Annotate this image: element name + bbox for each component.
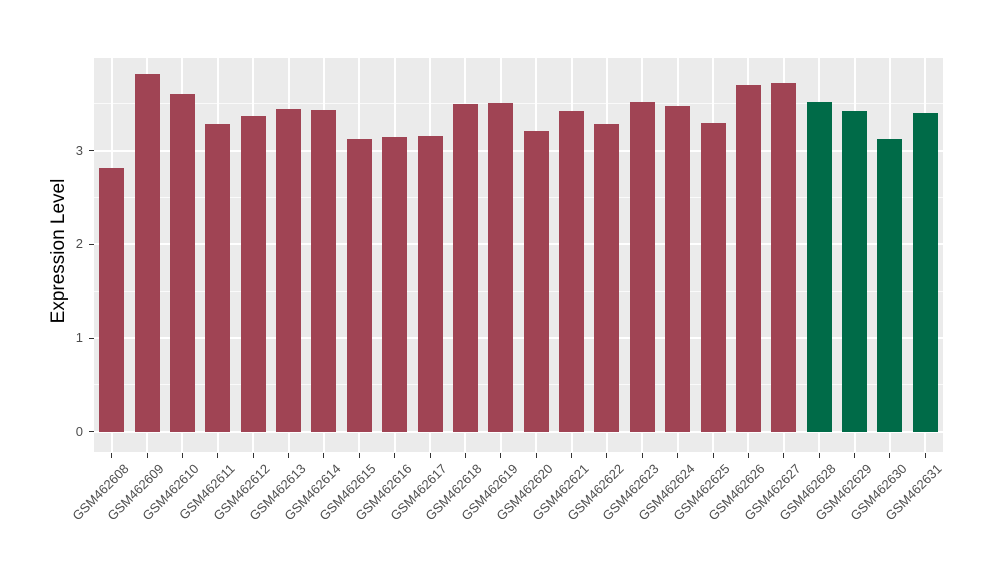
bar-GSM462626	[735, 85, 761, 432]
bar-GSM462629	[842, 111, 868, 432]
x-tick-mark	[111, 452, 113, 458]
x-tick-mark	[394, 452, 396, 458]
bar-GSM462611	[205, 123, 231, 432]
bar-GSM462624	[665, 105, 691, 432]
minor-gridline	[94, 290, 943, 292]
bar-GSM462625	[700, 122, 726, 432]
bar-GSM462617	[417, 135, 443, 432]
y-tick-label: 0	[75, 423, 83, 439]
x-tick-mark	[783, 452, 785, 458]
y-tick-mark	[89, 431, 94, 433]
bar-GSM462631	[912, 113, 938, 432]
x-tick-mark	[323, 452, 325, 458]
minor-gridline	[94, 197, 943, 199]
x-tick-mark	[535, 452, 537, 458]
x-tick-mark	[712, 452, 714, 458]
y-tick-mark	[89, 243, 94, 245]
y-tick-label: 1	[75, 330, 83, 346]
y-tick-mark	[89, 150, 94, 152]
bar-GSM462621	[559, 111, 585, 432]
major-gridline	[94, 337, 943, 340]
x-tick-mark	[924, 452, 926, 458]
x-tick-mark	[747, 452, 749, 458]
x-tick-mark	[464, 452, 466, 458]
bar-GSM462618	[452, 103, 478, 432]
y-tick-mark	[89, 337, 94, 339]
x-tick-mark	[217, 452, 219, 458]
minor-gridline	[94, 384, 943, 386]
x-tick-mark	[606, 452, 608, 458]
major-gridline	[94, 57, 943, 59]
bar-GSM462615	[346, 139, 372, 432]
minor-gridline	[94, 103, 943, 105]
major-gridline	[94, 149, 943, 152]
x-tick-mark	[146, 452, 148, 458]
bar-GSM462612	[240, 116, 266, 432]
y-tick-label: 3	[75, 142, 83, 158]
x-tick-mark	[818, 452, 820, 458]
x-tick-mark	[429, 452, 431, 458]
major-gridline	[94, 430, 943, 433]
bar-GSM462620	[523, 131, 549, 432]
x-tick-mark	[854, 452, 856, 458]
plot-panel	[94, 57, 943, 452]
bar-GSM462608	[99, 167, 125, 432]
bar-GSM462627	[771, 83, 797, 432]
bar-GSM462609	[134, 73, 160, 432]
y-tick-label: 2	[75, 236, 83, 252]
bar-GSM462610	[169, 94, 195, 432]
bar-GSM462619	[488, 102, 514, 432]
x-tick-mark	[358, 452, 360, 458]
x-tick-mark	[288, 452, 290, 458]
x-tick-mark	[677, 452, 679, 458]
x-tick-mark	[641, 452, 643, 458]
x-tick-mark	[889, 452, 891, 458]
bar-GSM462628	[806, 101, 832, 432]
x-tick-mark	[571, 452, 573, 458]
x-tick-mark	[181, 452, 183, 458]
bar-GSM462630	[877, 139, 903, 432]
bar-GSM462616	[382, 136, 408, 432]
bar-GSM462614	[311, 110, 337, 432]
x-tick-mark	[252, 452, 254, 458]
x-tick-mark	[500, 452, 502, 458]
bar-GSM462613	[276, 108, 302, 432]
major-gridline	[94, 243, 943, 246]
bar-GSM462622	[594, 124, 620, 432]
bar-GSM462623	[629, 101, 655, 432]
